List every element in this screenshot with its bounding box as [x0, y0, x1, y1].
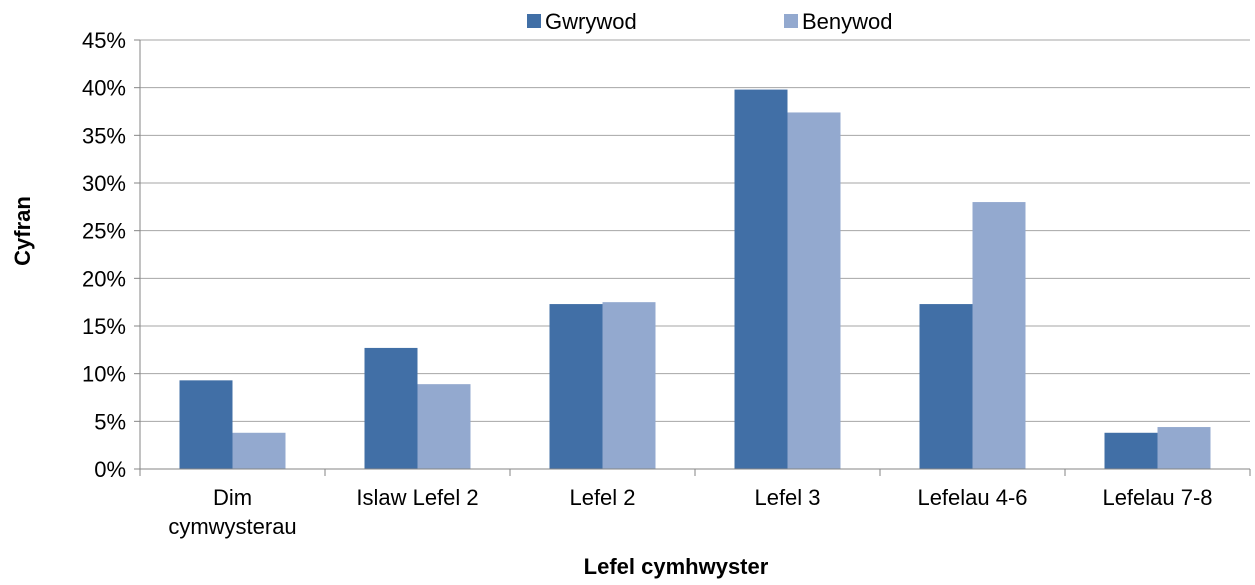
- y-tick-label: 10%: [82, 362, 126, 387]
- y-tick-label: 35%: [82, 123, 126, 148]
- x-axis-tick-labels: Dim cymwysterau Islaw Lefel 2 Lefel 2 Lefel …: [168, 485, 1212, 539]
- x-tick-label: Lefel 3: [754, 485, 820, 510]
- x-tick-label: cymwysterau: [168, 514, 296, 539]
- axes: [134, 39, 1251, 476]
- y-tick-label: 25%: [82, 219, 126, 244]
- bar-benywod: [1157, 427, 1211, 469]
- y-tick-label: 15%: [82, 314, 126, 339]
- bar-benywod: [602, 302, 656, 469]
- legend-swatch-benywod: [784, 14, 798, 28]
- x-tick-label: Lefelau 4-6: [917, 485, 1027, 510]
- legend-swatch-gwrywod: [527, 14, 541, 28]
- gridlines: [140, 39, 1250, 422]
- legend: Gwrywod Benywod: [527, 9, 893, 34]
- y-tick-label: 20%: [82, 266, 126, 291]
- bar-benywod: [417, 384, 471, 469]
- bar-benywod: [232, 432, 286, 469]
- bars: [179, 89, 1211, 470]
- bar-benywod: [972, 202, 1026, 470]
- y-tick-label: 45%: [82, 28, 126, 53]
- bar-gwrywod: [1104, 432, 1158, 469]
- x-axis-title: Lefel cymhwyster: [584, 554, 769, 579]
- y-tick-label: 30%: [82, 171, 126, 196]
- legend-label-benywod: Benywod: [802, 9, 893, 34]
- x-tick-label: Lefelau 7-8: [1102, 485, 1212, 510]
- y-tick-label: 40%: [82, 76, 126, 101]
- y-axis-title: Cyfran: [10, 196, 35, 266]
- bar-benywod: [787, 112, 841, 469]
- x-tick-label: Dim: [213, 485, 252, 510]
- bar-gwrywod: [919, 304, 973, 469]
- y-axis-tick-labels: 0% 5% 10% 15% 20% 25% 30% 35% 40% 45%: [82, 28, 126, 482]
- x-tick-label: Lefel 2: [569, 485, 635, 510]
- legend-label-gwrywod: Gwrywod: [545, 9, 637, 34]
- bar-gwrywod: [364, 347, 418, 469]
- bar-gwrywod: [179, 380, 233, 469]
- y-tick-label: 0%: [94, 457, 126, 482]
- y-tick-label: 5%: [94, 409, 126, 434]
- x-tick-label: Islaw Lefel 2: [356, 485, 478, 510]
- bar-gwrywod: [549, 304, 603, 469]
- bar-gwrywod: [734, 89, 788, 469]
